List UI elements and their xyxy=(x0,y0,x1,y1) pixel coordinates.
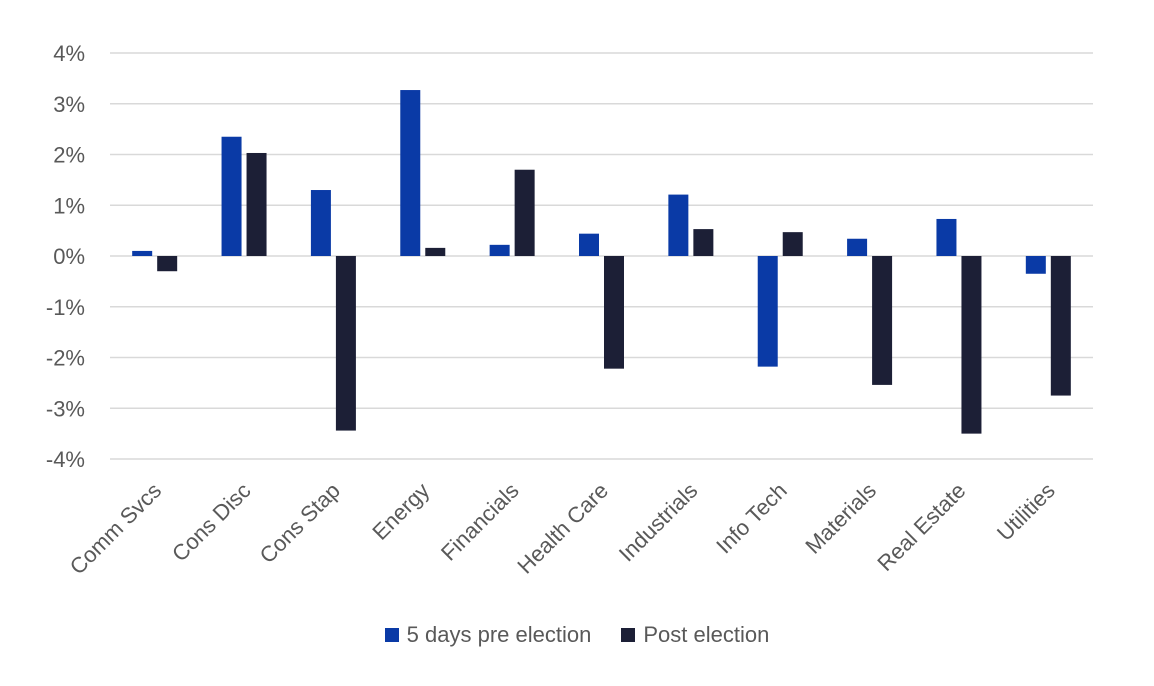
gridlines xyxy=(110,52,1093,460)
bar-pre-election-info-tech xyxy=(757,256,778,367)
y-tick-label: 3% xyxy=(53,92,85,117)
bar-post-election-financials xyxy=(514,169,535,256)
y-axis-ticks: 4% 3% 2% 1% 0% -1% -2% -3% -4% xyxy=(46,41,85,472)
y-tick-label: -3% xyxy=(46,396,85,421)
bar-pre-election-energy xyxy=(400,90,421,256)
chart-plot: 4% 3% 2% 1% 0% -1% -2% -3% -4% Comm Svcs Cons Dis… xyxy=(46,41,1093,580)
y-tick-label: -2% xyxy=(46,346,85,371)
x-axis-labels: Comm Svcs Cons Disc Cons Stap Energy Financi… xyxy=(65,478,1060,580)
bar-pre-election-comm-svcs xyxy=(132,250,153,256)
bar-post-election-health-care xyxy=(604,256,624,369)
legend-item-post-election: Post election xyxy=(621,622,769,648)
x-tick-label: Health Care xyxy=(512,478,613,579)
x-tick-label: Comm Svcs xyxy=(65,478,167,580)
x-tick-label: Energy xyxy=(367,478,434,545)
bar-pre-election-cons-stap xyxy=(310,190,331,256)
x-tick-label: Materials xyxy=(800,478,881,559)
bar-pre-election-materials xyxy=(847,238,868,256)
bar-post-election-energy xyxy=(425,247,446,256)
bar-post-election-real-estate xyxy=(961,256,982,434)
legend-item-pre-election: 5 days pre election xyxy=(384,622,592,648)
bar-pre-election-utilities xyxy=(1025,256,1046,274)
bar-pre-election-financials xyxy=(489,244,510,256)
legend-label-post-election: Post election xyxy=(643,622,770,647)
y-tick-label: 1% xyxy=(53,193,85,218)
bar-pre-election-industrials xyxy=(668,194,689,256)
x-tick-label: Industrials xyxy=(614,478,703,567)
bar-post-election-cons-disc xyxy=(246,152,267,256)
bar-post-election-utilities xyxy=(1050,256,1071,396)
y-tick-label: 0% xyxy=(53,244,85,269)
y-tick-label: -1% xyxy=(46,295,85,320)
bar-pre-election-health-care xyxy=(579,233,599,256)
x-tick-label: Real Estate xyxy=(872,478,970,576)
x-tick-label: Financials xyxy=(436,478,524,566)
bar-pre-election-cons-disc xyxy=(221,136,242,256)
x-tick-label: Cons Disc xyxy=(167,478,256,567)
bars xyxy=(132,90,1071,434)
legend-swatch-pre-election xyxy=(384,628,399,642)
x-tick-label: Info Tech xyxy=(711,478,792,559)
x-tick-label: Cons Stap xyxy=(255,478,345,568)
y-tick-label: 2% xyxy=(53,143,85,168)
x-tick-label: Utilities xyxy=(992,478,1060,546)
bar-post-election-industrials xyxy=(693,229,714,256)
bar-post-election-cons-stap xyxy=(335,256,356,431)
bar-pre-election-real-estate xyxy=(936,218,957,256)
y-tick-label: 4% xyxy=(53,41,85,66)
legend-swatch-post-election xyxy=(621,628,636,642)
bar-post-election-materials xyxy=(872,256,893,385)
legend-label-pre-election: 5 days pre election xyxy=(406,622,592,647)
bar-post-election-info-tech xyxy=(782,232,803,256)
y-tick-label: -4% xyxy=(46,447,85,472)
legend: 5 days pre election Post election xyxy=(0,622,1154,648)
bar-post-election-comm-svcs xyxy=(157,256,178,272)
